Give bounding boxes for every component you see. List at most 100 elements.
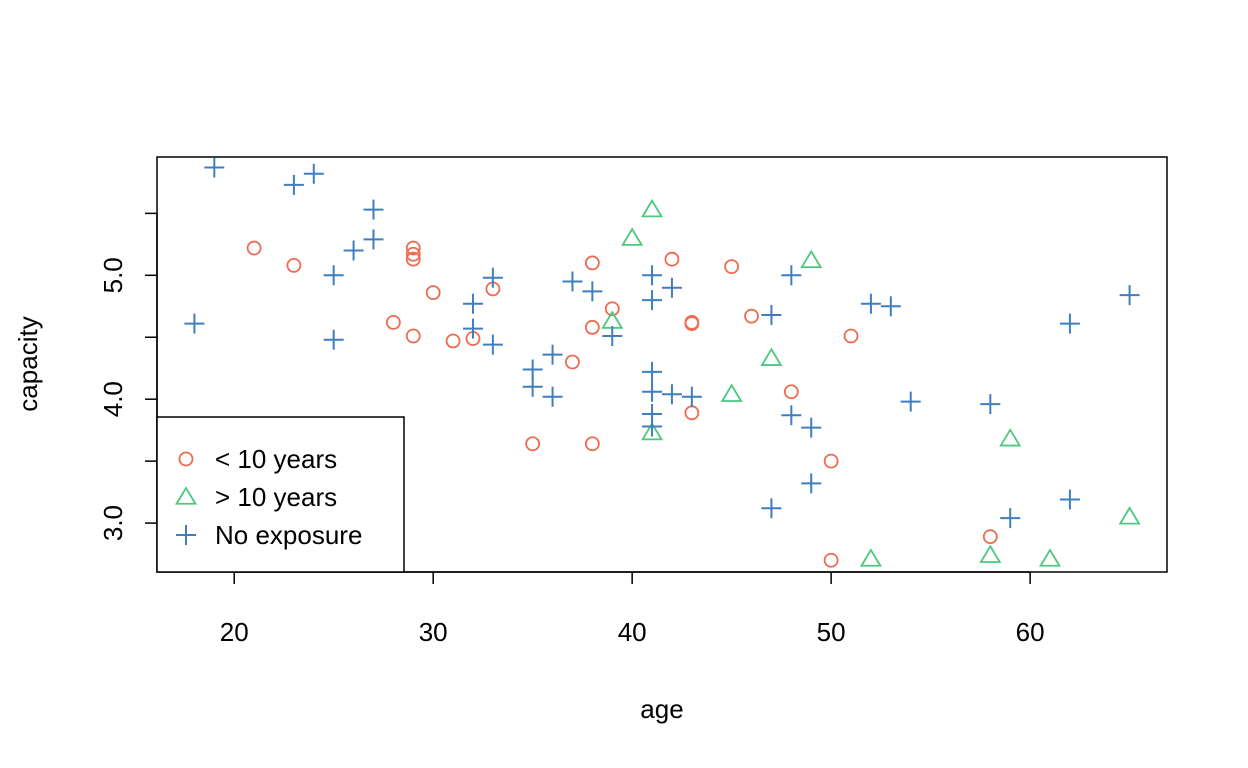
point-no-exposure [204, 157, 225, 178]
point-no-exposure [761, 304, 782, 325]
x-axis: 20 30 40 50 60 [220, 571, 1045, 647]
legend-box [156, 416, 405, 573]
x-tick-label: 50 [817, 617, 846, 647]
point-no-exposure [363, 229, 384, 250]
point-no-exposure [681, 386, 702, 407]
point-no-exposure [522, 376, 543, 397]
point-lt10 [405, 240, 421, 256]
x-tick-label: 60 [1016, 617, 1045, 647]
point-no-exposure [1000, 508, 1021, 529]
point-no-exposure [642, 265, 663, 286]
point-lt10 [525, 436, 541, 452]
point-no-exposure [363, 199, 384, 220]
y-axis-label: capacity [13, 316, 43, 411]
point-no-exposure [323, 265, 344, 286]
point-no-exposure [801, 473, 822, 494]
legend: < 10 years > 10 years No exposure [156, 416, 405, 573]
point-no-exposure [642, 361, 663, 382]
point-lt10 [385, 314, 401, 330]
point-no-exposure [602, 326, 623, 347]
point-gt10 [641, 198, 664, 218]
legend-symbol-plus [176, 525, 196, 545]
point-gt10 [760, 347, 783, 366]
data-points [184, 157, 1141, 568]
point-lt10 [565, 354, 580, 370]
point-lt10 [783, 384, 799, 400]
point-lt10 [823, 552, 839, 568]
point-no-exposure [781, 405, 802, 426]
point-no-exposure [184, 313, 205, 334]
point-no-exposure [542, 386, 563, 407]
point-gt10 [859, 548, 882, 567]
point-no-exposure [900, 391, 921, 412]
y-axis: 3.0 4.0 5.0 [98, 212, 158, 541]
y-tick-label: 5.0 [98, 257, 128, 293]
point-no-exposure [562, 271, 583, 292]
point-no-exposure [482, 334, 503, 355]
point-no-exposure [462, 318, 483, 339]
point-gt10 [1038, 548, 1062, 567]
point-no-exposure [482, 267, 503, 288]
point-no-exposure [661, 384, 682, 405]
point-no-exposure [781, 265, 802, 286]
point-lt10 [584, 319, 600, 335]
point-no-exposure [642, 290, 663, 311]
point-lt10 [405, 246, 421, 262]
x-tick-label: 30 [419, 617, 448, 647]
point-no-exposure [462, 293, 483, 314]
y-tick-label: 3.0 [98, 505, 128, 541]
point-lt10 [425, 285, 441, 301]
point-gt10 [800, 249, 823, 269]
point-lt10 [604, 301, 620, 317]
point-no-exposure [980, 394, 1001, 415]
point-no-exposure [283, 174, 304, 195]
point-no-exposure [303, 163, 324, 184]
legend-symbol-triangle [174, 486, 198, 505]
x-tick-label: 40 [618, 617, 647, 647]
point-lt10 [684, 405, 700, 421]
point-no-exposure [1059, 313, 1080, 334]
point-no-exposure [801, 417, 822, 438]
point-no-exposure [343, 240, 364, 261]
legend-label: < 10 years [215, 444, 337, 474]
point-gt10 [720, 383, 743, 402]
point-no-exposure [661, 277, 682, 298]
point-no-exposure [542, 344, 563, 365]
point-no-exposure [582, 281, 603, 302]
point-gt10 [1118, 506, 1141, 525]
y-tick-label: 4.0 [98, 381, 128, 417]
point-lt10 [982, 529, 998, 545]
point-gt10 [641, 421, 664, 441]
point-no-exposure [323, 329, 344, 350]
point-no-exposure [1119, 285, 1140, 306]
point-lt10 [246, 240, 262, 256]
point-no-exposure [860, 293, 881, 314]
x-axis-label: age [640, 694, 683, 724]
point-lt10 [724, 259, 740, 275]
point-lt10 [286, 257, 302, 273]
point-lt10 [584, 436, 600, 452]
point-gt10 [999, 428, 1022, 447]
point-lt10 [843, 328, 859, 344]
point-lt10 [744, 308, 759, 324]
x-tick-label: 20 [220, 617, 249, 647]
point-lt10 [584, 255, 600, 271]
point-lt10 [823, 453, 839, 469]
legend-label: > 10 years [215, 482, 337, 512]
point-no-exposure [642, 381, 663, 402]
point-gt10 [621, 227, 644, 246]
point-lt10 [445, 333, 461, 349]
point-lt10 [405, 251, 421, 267]
point-no-exposure [880, 296, 901, 317]
point-no-exposure [761, 498, 782, 519]
point-no-exposure [642, 416, 663, 437]
point-no-exposure [1059, 489, 1080, 510]
legend-label: No exposure [215, 520, 362, 550]
point-lt10 [405, 328, 421, 344]
point-gt10 [979, 544, 1002, 563]
legend-symbol-circle [178, 451, 194, 467]
point-no-exposure [522, 359, 543, 380]
point-lt10 [664, 251, 680, 267]
point-lt10 [684, 314, 700, 330]
